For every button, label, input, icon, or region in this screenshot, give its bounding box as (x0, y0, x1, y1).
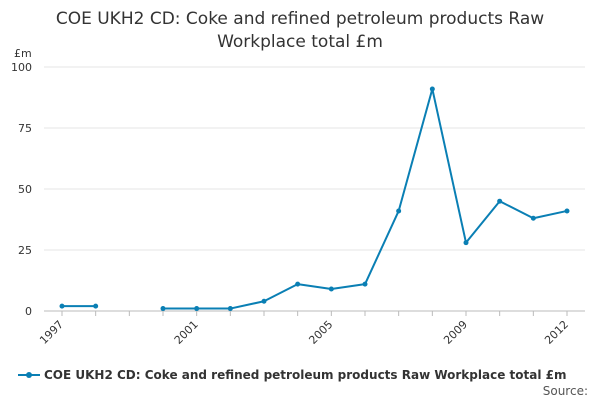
data-point[interactable] (227, 306, 233, 312)
x-axis: 1997 2001 2005 2009 2012 (37, 311, 571, 347)
x-tick-label: 2005 (306, 318, 335, 347)
x-tick-label: 2012 (542, 318, 571, 347)
y-tick-label: 75 (18, 122, 32, 135)
chart-title-line-2: Workplace total £m (217, 32, 383, 52)
chart-title: COE UKH2 CD: Coke and refined petroleum … (0, 8, 600, 54)
data-point[interactable] (93, 303, 99, 309)
data-point[interactable] (396, 208, 402, 214)
legend-swatch (18, 367, 40, 383)
y-tick-label: 50 (18, 183, 32, 196)
data-point[interactable] (59, 303, 65, 309)
x-tick-label: 2001 (172, 318, 201, 347)
x-tick-label: 1997 (37, 318, 66, 347)
gridlines (44, 66, 585, 312)
data-point[interactable] (194, 306, 200, 312)
data-point[interactable] (564, 208, 570, 214)
y-tick-label: 0 (25, 305, 32, 318)
data-point[interactable] (295, 281, 301, 287)
legend[interactable]: COE UKH2 CD: Coke and refined petroleum … (18, 367, 566, 383)
y-axis: £m 0 25 50 75 100 (11, 47, 32, 318)
data-point[interactable] (328, 286, 334, 292)
y-tick-label: 25 (18, 244, 32, 257)
series-line (163, 87, 568, 310)
y-tick-label: 100 (11, 61, 32, 74)
source-label: Source: (542, 384, 588, 398)
data-point[interactable] (429, 86, 435, 92)
data-point[interactable] (463, 240, 469, 246)
series-group (59, 86, 570, 312)
data-point[interactable] (362, 281, 368, 287)
data-point[interactable] (497, 198, 503, 204)
legend-label: COE UKH2 CD: Coke and refined petroleum … (44, 368, 567, 382)
data-point[interactable] (530, 215, 536, 221)
x-tick-label: 2009 (441, 318, 470, 347)
data-point[interactable] (160, 306, 166, 312)
chart-title-line-1: COE UKH2 CD: Coke and refined petroleum … (55, 9, 545, 29)
data-point[interactable] (261, 298, 267, 304)
y-axis-label: £m (14, 47, 32, 60)
